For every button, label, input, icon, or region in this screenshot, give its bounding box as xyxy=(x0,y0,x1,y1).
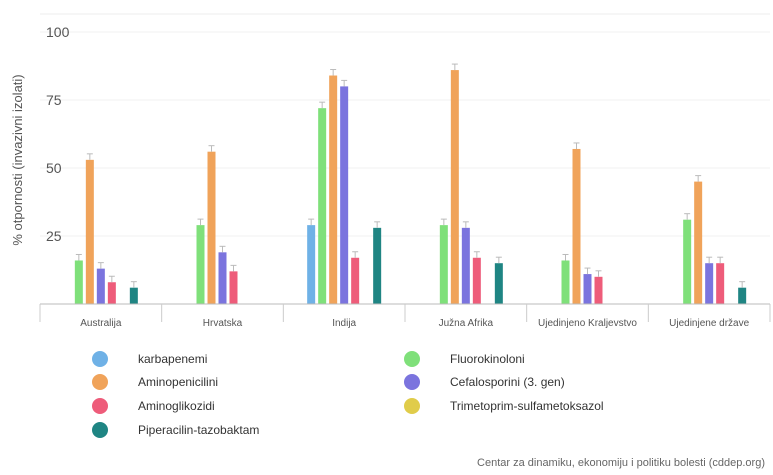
bar xyxy=(494,263,503,304)
bar xyxy=(683,219,692,304)
bar xyxy=(583,274,592,304)
bar xyxy=(594,276,603,304)
y-tick-label: 75 xyxy=(46,92,62,108)
bar xyxy=(107,282,116,304)
bar xyxy=(129,287,138,304)
bar xyxy=(373,227,382,304)
y-tick-label: 25 xyxy=(46,228,62,244)
bar xyxy=(450,70,459,304)
x-tick-label: Južna Afrika xyxy=(439,318,494,329)
bar xyxy=(96,268,105,304)
gridlines xyxy=(40,13,770,237)
x-tick-label: Ujedinjeno Kraljevstvo xyxy=(538,318,637,329)
bar xyxy=(218,252,227,304)
bar xyxy=(318,108,327,304)
bar xyxy=(229,271,238,304)
bar xyxy=(329,75,338,305)
bar xyxy=(340,86,349,305)
bar xyxy=(716,263,725,304)
bar xyxy=(472,257,481,304)
y-tick-label: 50 xyxy=(46,160,62,176)
bar xyxy=(694,181,703,304)
bar xyxy=(85,159,94,304)
bar xyxy=(561,260,570,304)
bar xyxy=(572,148,581,304)
source-caption: Centar za dinamiku, ekonomiju i politiku… xyxy=(477,457,765,469)
x-tick-label: Hrvatska xyxy=(203,318,243,329)
bar xyxy=(351,257,360,304)
bar xyxy=(738,287,747,304)
bar xyxy=(74,260,83,304)
bar xyxy=(207,151,216,304)
bars xyxy=(74,63,747,305)
axes: 25 50 75 100 Australija Hrvatska Indija Južna A… xyxy=(39,24,771,329)
y-axis-label: % otpornosti (invazivni izolati) xyxy=(10,74,25,245)
x-tick-label: Indija xyxy=(332,318,356,329)
y-tick-label: 100 xyxy=(46,24,70,40)
bar xyxy=(705,263,714,304)
bar xyxy=(196,225,205,304)
x-tick-label: Australija xyxy=(80,318,122,329)
x-tick-label: Ujedinjene države xyxy=(669,318,749,329)
bar xyxy=(461,227,470,304)
bar xyxy=(439,225,448,304)
bar xyxy=(307,225,316,304)
